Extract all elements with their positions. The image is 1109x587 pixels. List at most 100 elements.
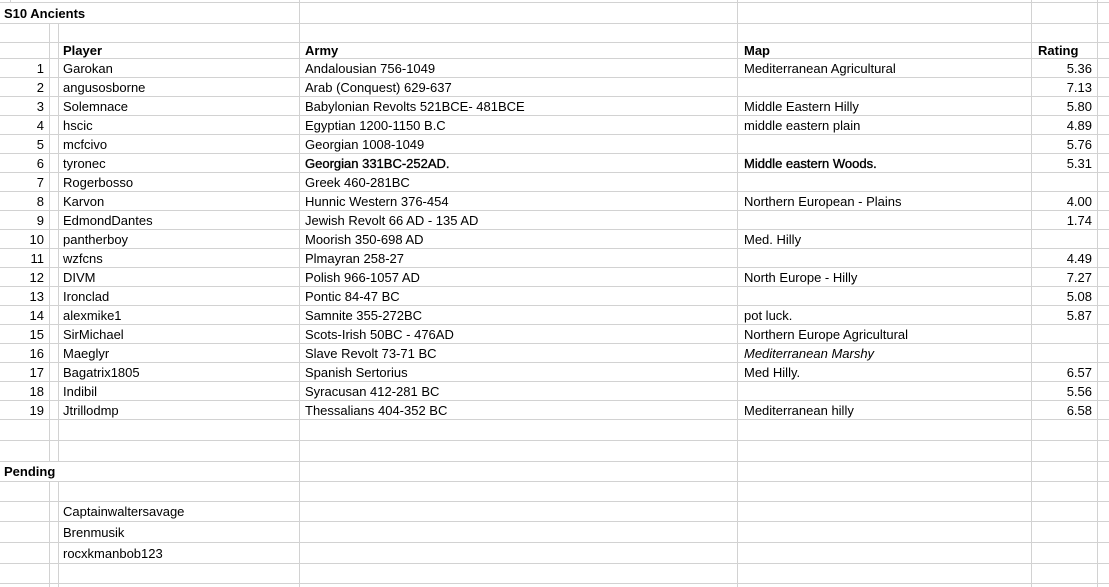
grid-cell[interactable] bbox=[0, 522, 50, 542]
player-cell[interactable]: angusosborne bbox=[59, 78, 300, 96]
grid-cell[interactable] bbox=[50, 584, 59, 587]
army-cell[interactable]: Arab (Conquest) 629-637 bbox=[300, 78, 738, 96]
map-cell[interactable]: Mediterranean Marshy bbox=[738, 344, 1032, 362]
player-cell[interactable]: pantherboy bbox=[59, 230, 300, 248]
grid-cell[interactable] bbox=[0, 564, 50, 583]
rating-cell[interactable]: 6.57 bbox=[1032, 363, 1098, 381]
grid-cell[interactable] bbox=[1032, 420, 1098, 440]
map-cell[interactable] bbox=[738, 382, 1032, 400]
grid-cell[interactable] bbox=[300, 420, 738, 440]
rating-cell[interactable]: 7.13 bbox=[1032, 78, 1098, 96]
army-cell[interactable]: Greek 460-281BC bbox=[300, 173, 738, 191]
grid-cell[interactable] bbox=[50, 287, 59, 305]
map-cell[interactable]: Mediterranean hilly bbox=[738, 401, 1032, 419]
grid-cell[interactable] bbox=[300, 441, 738, 461]
grid-cell[interactable] bbox=[738, 564, 1032, 583]
grid-cell[interactable] bbox=[1098, 522, 1109, 542]
row-number-cell[interactable]: 15 bbox=[0, 325, 50, 343]
grid-cell[interactable] bbox=[300, 522, 738, 542]
map-cell[interactable] bbox=[738, 135, 1032, 153]
player-cell[interactable]: DIVM bbox=[59, 268, 300, 286]
grid-cell[interactable] bbox=[50, 116, 59, 134]
army-cell[interactable]: Spanish Sertorius bbox=[300, 363, 738, 381]
rating-cell[interactable]: 7.27 bbox=[1032, 268, 1098, 286]
grid-cell[interactable] bbox=[1098, 543, 1109, 563]
grid-cell[interactable] bbox=[1032, 3, 1098, 23]
rating-cell[interactable] bbox=[1032, 344, 1098, 362]
map-cell[interactable] bbox=[738, 249, 1032, 267]
grid-cell[interactable] bbox=[1098, 59, 1109, 77]
grid-cell[interactable] bbox=[59, 441, 300, 461]
grid-cell[interactable] bbox=[1098, 249, 1109, 267]
army-cell[interactable]: Plmayran 258-27 bbox=[300, 249, 738, 267]
rating-cell[interactable]: 5.87 bbox=[1032, 306, 1098, 324]
rating-cell[interactable]: 5.31 bbox=[1032, 154, 1098, 172]
army-cell[interactable]: Moorish 350-698 AD bbox=[300, 230, 738, 248]
grid-cell[interactable] bbox=[50, 135, 59, 153]
map-cell[interactable]: pot luck. bbox=[738, 306, 1032, 324]
pending-player-cell[interactable]: rocxkmanbob123 bbox=[59, 543, 300, 563]
row-number-cell[interactable]: 3 bbox=[0, 97, 50, 115]
player-cell[interactable]: alexmike1 bbox=[59, 306, 300, 324]
rating-cell[interactable]: 4.49 bbox=[1032, 249, 1098, 267]
row-number-cell[interactable]: 7 bbox=[0, 173, 50, 191]
grid-cell[interactable] bbox=[50, 420, 59, 440]
grid-cell[interactable] bbox=[1098, 482, 1109, 501]
map-cell[interactable]: middle eastern plain bbox=[738, 116, 1032, 134]
grid-cell[interactable] bbox=[0, 441, 50, 461]
army-cell[interactable]: Syracusan 412-281 BC bbox=[300, 382, 738, 400]
grid-cell[interactable] bbox=[1098, 363, 1109, 381]
grid-cell[interactable] bbox=[1098, 116, 1109, 134]
grid-cell[interactable] bbox=[300, 502, 738, 521]
grid-cell[interactable] bbox=[50, 482, 59, 501]
grid-cell[interactable] bbox=[1098, 287, 1109, 305]
grid-cell[interactable] bbox=[50, 401, 59, 419]
grid-cell[interactable] bbox=[50, 173, 59, 191]
grid-cell[interactable] bbox=[1098, 154, 1109, 172]
player-cell[interactable]: hscic bbox=[59, 116, 300, 134]
grid-cell[interactable] bbox=[59, 24, 300, 42]
pending-player-cell[interactable]: Captainwaltersavage bbox=[59, 502, 300, 521]
grid-cell[interactable] bbox=[0, 43, 50, 58]
player-cell[interactable]: Indibil bbox=[59, 382, 300, 400]
grid-cell[interactable] bbox=[1098, 3, 1109, 23]
army-cell[interactable]: Polish 966-1057 AD bbox=[300, 268, 738, 286]
army-cell[interactable]: Thessalians 404-352 BC bbox=[300, 401, 738, 419]
grid-cell[interactable] bbox=[1032, 522, 1098, 542]
grid-cell[interactable] bbox=[738, 482, 1032, 501]
column-header-army[interactable]: Army bbox=[300, 43, 738, 58]
grid-cell[interactable] bbox=[1098, 401, 1109, 419]
player-cell[interactable]: Bagatrix1805 bbox=[59, 363, 300, 381]
pending-player-cell[interactable]: Brenmusik bbox=[59, 522, 300, 542]
rating-cell[interactable]: 4.00 bbox=[1032, 192, 1098, 210]
grid-cell[interactable] bbox=[1032, 584, 1098, 587]
grid-cell[interactable] bbox=[50, 59, 59, 77]
player-cell[interactable]: Ironclad bbox=[59, 287, 300, 305]
grid-cell[interactable] bbox=[300, 3, 738, 23]
grid-cell[interactable] bbox=[50, 24, 59, 42]
grid-cell[interactable] bbox=[50, 43, 59, 58]
grid-cell[interactable] bbox=[1098, 43, 1109, 58]
grid-cell[interactable] bbox=[50, 543, 59, 563]
grid-cell[interactable] bbox=[1032, 462, 1098, 481]
grid-cell[interactable] bbox=[1098, 382, 1109, 400]
grid-cell[interactable] bbox=[1032, 24, 1098, 42]
row-number-cell[interactable]: 9 bbox=[0, 211, 50, 229]
rating-cell[interactable] bbox=[1032, 325, 1098, 343]
grid-cell[interactable] bbox=[50, 306, 59, 324]
grid-cell[interactable] bbox=[1098, 192, 1109, 210]
map-cell[interactable] bbox=[738, 173, 1032, 191]
player-cell[interactable]: tyronec bbox=[59, 154, 300, 172]
grid-cell[interactable] bbox=[0, 543, 50, 563]
row-number-cell[interactable]: 18 bbox=[0, 382, 50, 400]
grid-cell[interactable] bbox=[738, 462, 1032, 481]
grid-cell[interactable] bbox=[1098, 344, 1109, 362]
row-number-cell[interactable]: 13 bbox=[0, 287, 50, 305]
grid-cell[interactable] bbox=[1032, 543, 1098, 563]
grid-cell[interactable] bbox=[0, 502, 50, 521]
army-cell[interactable]: Pontic 84-47 BC bbox=[300, 287, 738, 305]
map-cell[interactable]: Middle Eastern Hilly bbox=[738, 97, 1032, 115]
grid-cell[interactable] bbox=[1032, 502, 1098, 521]
grid-cell[interactable] bbox=[738, 584, 1032, 587]
row-number-cell[interactable]: 19 bbox=[0, 401, 50, 419]
